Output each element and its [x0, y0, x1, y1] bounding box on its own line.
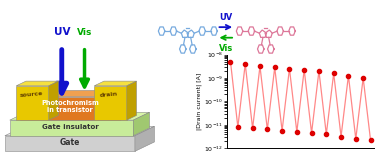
Point	[331, 72, 337, 75]
Text: Vis: Vis	[77, 28, 92, 37]
Polygon shape	[120, 90, 133, 120]
Polygon shape	[135, 126, 155, 151]
Polygon shape	[16, 81, 59, 86]
Polygon shape	[5, 126, 155, 136]
Text: Gate: Gate	[60, 138, 80, 147]
Point	[338, 135, 344, 138]
Text: UV: UV	[54, 27, 70, 37]
Point	[301, 69, 307, 71]
Point	[323, 133, 329, 135]
Polygon shape	[5, 136, 135, 151]
Text: source: source	[19, 91, 43, 98]
Polygon shape	[133, 112, 150, 136]
Text: Gate insulator: Gate insulator	[42, 124, 98, 130]
Polygon shape	[49, 81, 59, 120]
Text: Vis: Vis	[218, 44, 233, 54]
Point	[353, 138, 359, 140]
Point	[316, 70, 322, 72]
Point	[367, 139, 373, 141]
Point	[235, 126, 241, 128]
Point	[264, 128, 270, 131]
Polygon shape	[10, 120, 133, 136]
Polygon shape	[127, 81, 136, 120]
Polygon shape	[20, 97, 120, 120]
Point	[242, 63, 248, 65]
Point	[294, 131, 300, 133]
Polygon shape	[10, 112, 150, 120]
Point	[360, 77, 366, 79]
Text: UV: UV	[219, 13, 232, 22]
Point	[287, 67, 293, 70]
Polygon shape	[94, 81, 136, 86]
Point	[257, 65, 263, 68]
Point	[279, 129, 285, 132]
Point	[272, 66, 278, 69]
Point	[228, 60, 234, 63]
Point	[308, 132, 314, 134]
Point	[249, 127, 256, 129]
Y-axis label: |Drain current| [A]: |Drain current| [A]	[197, 73, 202, 130]
Polygon shape	[16, 86, 49, 120]
Polygon shape	[20, 90, 133, 97]
Point	[345, 74, 352, 77]
Text: Photochromism
in transistor: Photochromism in transistor	[41, 100, 99, 113]
Polygon shape	[94, 86, 127, 120]
Text: drain: drain	[99, 91, 118, 98]
